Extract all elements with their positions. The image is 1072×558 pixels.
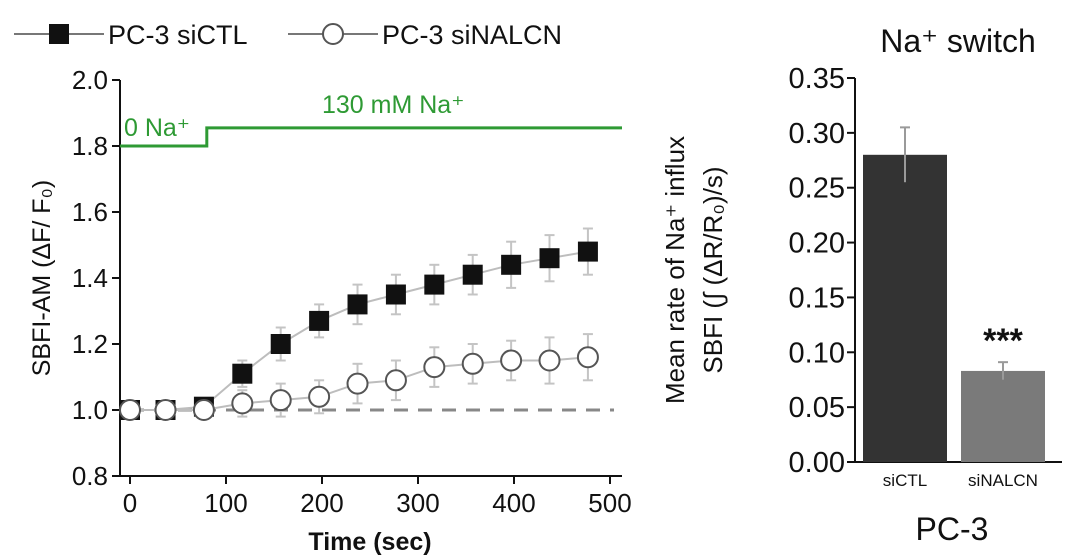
data-point-sinalcn (538, 349, 561, 372)
bar-category-label: siNALCN (968, 471, 1038, 490)
bar-chart: Na⁺ switch 0.000.050.100.150.200.250.300… (660, 23, 1062, 547)
y-tick-label: 1.0 (72, 395, 108, 425)
y-tick-label: 1.2 (72, 329, 108, 359)
y-tick-label: 1.4 (72, 263, 108, 293)
bar-y-axis-title-line2: SBFI (∫ (ΔR/R₀)/s) (698, 166, 728, 373)
y-axis-title: SBFI-AM (ΔF/ F₀) (28, 180, 56, 377)
x-tick-label: 500 (588, 488, 631, 518)
data-point-sictl (577, 241, 598, 262)
legend-label-sinalcn: PC-3 siNALCN (382, 20, 562, 50)
bar-y-tick-label: 0.25 (789, 173, 845, 205)
x-tick-label: 200 (300, 488, 343, 518)
legend-marker-sinalcn (322, 23, 344, 45)
data-point-sictl (462, 264, 483, 285)
data-point-sinalcn (154, 399, 177, 421)
y-tick-label: 0.8 (72, 461, 108, 491)
bar-y-tick-label: 0.20 (789, 228, 845, 260)
x-tick-label: 300 (396, 488, 439, 518)
data-point-sictl (385, 284, 406, 305)
data-point-sinalcn (500, 349, 523, 372)
bar-y-ticks: 0.00 0.05 0.10 0.15 0.20 0.25 0.30 0.35 (789, 63, 855, 479)
bar-y-tick-label: 0.10 (789, 337, 845, 369)
plot-axes: 0.8 1.0 1.2 1.4 1.6 1.8 2.0 0 100 200 300 400 500 (72, 65, 632, 518)
data-point-sictl (501, 254, 522, 275)
bar-y-tick-label: 0.15 (789, 282, 845, 314)
y-tick-label: 1.6 (72, 197, 108, 227)
x-ticks: 0 100 200 300 400 500 (123, 476, 632, 518)
bar-y-tick-label: 0.05 (789, 392, 845, 424)
protocol-label-low: 0 Na⁺ (124, 114, 190, 142)
series-group (119, 227, 599, 421)
data-point-sinalcn (192, 399, 215, 421)
y-tick-label: 1.8 (72, 131, 108, 161)
data-point-sinalcn (384, 369, 407, 392)
legend-label-sictl: PC-3 siCTL (108, 20, 248, 50)
line-chart: PC-3 siCTL PC-3 siNALCN 0.8 1.0 1.2 1.4 1.6 1… (14, 20, 632, 556)
x-tick-label: 100 (204, 488, 247, 518)
bar-sinalcn (961, 370, 1045, 462)
bar-sictl (863, 154, 947, 463)
data-point-sictl (232, 363, 253, 384)
data-point-sinalcn (269, 389, 292, 412)
bar-y-axis-title-line1: Mean rate of Na⁺ influx (660, 136, 690, 404)
x-tick-label: 400 (492, 488, 535, 518)
bar-category-label: siCTL (883, 471, 927, 490)
data-point-sinalcn (231, 392, 254, 415)
legend: PC-3 siCTL PC-3 siNALCN (14, 20, 562, 50)
x-tick-label: 0 (123, 488, 137, 518)
x-axis-title: Time (sec) (308, 528, 431, 556)
data-point-sinalcn (119, 399, 141, 421)
legend-marker-sictl (49, 24, 69, 44)
data-point-sictl (539, 248, 560, 269)
data-point-sictl (347, 294, 368, 315)
data-point-sictl (309, 310, 330, 331)
bar-y-tick-label: 0.00 (789, 447, 845, 479)
data-point-sictl (270, 334, 291, 354)
data-point-sinalcn (576, 346, 599, 369)
data-point-sinalcn (308, 385, 331, 408)
bar-y-tick-label: 0.30 (789, 118, 845, 150)
data-point-sinalcn (346, 372, 369, 395)
series-sinalcn (119, 333, 599, 421)
data-point-sictl (424, 274, 445, 295)
protocol-label-high: 130 mM Na⁺ (322, 91, 464, 119)
significance-annotation: *** (983, 322, 1023, 360)
bar-chart-title: Na⁺ switch (880, 23, 1036, 59)
bars: siCTL siNALCN *** (863, 126, 1045, 490)
bar-x-axis-title: PC-3 (916, 511, 989, 547)
data-point-sinalcn (461, 352, 484, 375)
y-ticks: 0.8 1.0 1.2 1.4 1.6 1.8 2.0 (72, 65, 120, 491)
y-tick-label: 2.0 (72, 65, 108, 95)
data-point-sinalcn (423, 356, 446, 379)
protocol-line (120, 126, 622, 148)
bar-y-tick-label: 0.35 (789, 63, 845, 95)
